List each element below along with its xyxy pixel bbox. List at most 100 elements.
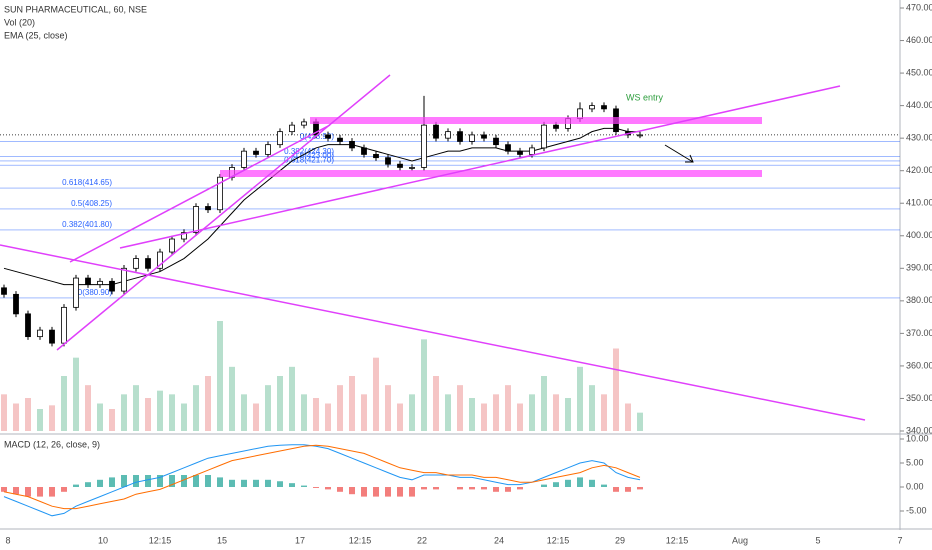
candle-body bbox=[409, 167, 415, 169]
x-tick-label: Aug bbox=[732, 535, 748, 545]
volume-bar bbox=[277, 376, 283, 431]
y-tick-label: 340.00 bbox=[906, 425, 932, 435]
y-tick-label: 360.00 bbox=[906, 360, 932, 370]
volume-bar bbox=[409, 394, 415, 431]
macd-histogram bbox=[193, 475, 199, 487]
y-tick-label: 350.00 bbox=[906, 393, 932, 403]
volume-bar bbox=[505, 385, 511, 431]
candle-body bbox=[37, 329, 43, 338]
y-tick-label: 450.00 bbox=[906, 67, 932, 77]
volume-bar bbox=[421, 339, 427, 431]
candle-body bbox=[25, 313, 31, 338]
volume-bar bbox=[265, 385, 271, 431]
volume-bar bbox=[313, 398, 319, 431]
fib-label: 0.5(408.25) bbox=[71, 199, 112, 208]
x-tick-label: 12:15 bbox=[547, 535, 570, 545]
y-tick-label: 460.00 bbox=[906, 35, 932, 45]
candle-body bbox=[289, 124, 295, 133]
y-tick-label: 430.00 bbox=[906, 133, 932, 143]
macd-histogram bbox=[133, 475, 139, 487]
macd-histogram bbox=[289, 483, 295, 487]
volume-bar bbox=[1, 394, 7, 431]
y-tick-label: 420.00 bbox=[906, 165, 932, 175]
y2-tick-label: 10.00 bbox=[906, 433, 929, 443]
candle-body bbox=[421, 124, 427, 168]
macd-histogram bbox=[301, 485, 307, 487]
macd-histogram bbox=[169, 475, 175, 487]
macd-histogram bbox=[157, 475, 163, 487]
candle-body bbox=[193, 206, 199, 233]
volume-bar bbox=[325, 403, 331, 431]
volume-bar bbox=[157, 390, 163, 431]
volume-bar bbox=[97, 403, 103, 431]
volume-bar bbox=[469, 398, 475, 431]
candle-body bbox=[13, 293, 19, 315]
candle-body bbox=[481, 134, 487, 139]
macd-histogram bbox=[493, 487, 499, 492]
macd-histogram bbox=[577, 477, 583, 487]
macd-histogram bbox=[565, 479, 571, 487]
macd-histogram bbox=[217, 477, 223, 487]
candle-body bbox=[85, 277, 91, 285]
volume-bar bbox=[301, 394, 307, 431]
candle-body bbox=[469, 134, 475, 142]
y-tick-label: 390.00 bbox=[906, 263, 932, 273]
volume-bar bbox=[373, 357, 379, 431]
resistance-zone bbox=[310, 117, 762, 124]
macd-histogram bbox=[457, 487, 463, 490]
macd-histogram bbox=[421, 487, 427, 490]
fib-label: 0.618(414.65) bbox=[62, 178, 112, 187]
y-tick-label: 470.00 bbox=[906, 2, 932, 12]
candle-body bbox=[61, 306, 67, 344]
candle-body bbox=[337, 137, 343, 142]
volume-bar bbox=[121, 394, 127, 431]
candle-body bbox=[217, 176, 223, 211]
y-tick-label: 380.00 bbox=[906, 295, 932, 305]
candle-body bbox=[517, 150, 523, 155]
candle-body bbox=[373, 154, 379, 159]
volume-bar bbox=[625, 403, 631, 431]
fib-label: 0.5(423.00) bbox=[293, 151, 334, 160]
macd-histogram bbox=[409, 487, 415, 497]
macd-histogram bbox=[277, 481, 283, 487]
volume-bar bbox=[337, 385, 343, 431]
trend-line bbox=[69, 124, 331, 263]
macd-histogram bbox=[613, 487, 619, 492]
x-tick-label: 8 bbox=[5, 535, 10, 545]
volume-bar bbox=[433, 376, 439, 431]
candle-body bbox=[637, 134, 643, 137]
candle-body bbox=[397, 163, 403, 168]
macd-histogram bbox=[85, 482, 91, 487]
macd-histogram bbox=[397, 487, 403, 497]
volume-bar bbox=[493, 394, 499, 431]
candle-body bbox=[589, 105, 595, 110]
candle-body bbox=[1, 287, 7, 295]
volume-bar bbox=[217, 321, 223, 431]
x-tick-label: 12:15 bbox=[666, 535, 689, 545]
macd-histogram bbox=[469, 487, 475, 490]
macd-histogram bbox=[37, 487, 43, 497]
x-tick-label: 22 bbox=[417, 535, 427, 545]
x-tick-label: 17 bbox=[295, 535, 305, 545]
candle-body bbox=[181, 232, 187, 240]
candle-body bbox=[109, 280, 115, 292]
trend-line bbox=[119, 85, 841, 249]
candle-body bbox=[361, 147, 367, 155]
x-tick-label: 29 bbox=[615, 535, 625, 545]
volume-bar bbox=[229, 366, 235, 431]
y-tick-label: 440.00 bbox=[906, 100, 932, 110]
volume-bar bbox=[85, 385, 91, 431]
legend-ema: EMA (25, close) bbox=[4, 30, 68, 40]
macd-histogram bbox=[145, 475, 151, 487]
volume-bar bbox=[13, 403, 19, 431]
macd-histogram bbox=[481, 487, 487, 490]
volume-bar bbox=[241, 394, 247, 431]
volume-bar bbox=[169, 394, 175, 431]
macd-histogram bbox=[505, 487, 511, 492]
volume-bar bbox=[361, 394, 367, 431]
y2-tick-label: 0.00 bbox=[906, 481, 924, 491]
volume-bar bbox=[181, 403, 187, 431]
candle-body bbox=[325, 134, 331, 139]
